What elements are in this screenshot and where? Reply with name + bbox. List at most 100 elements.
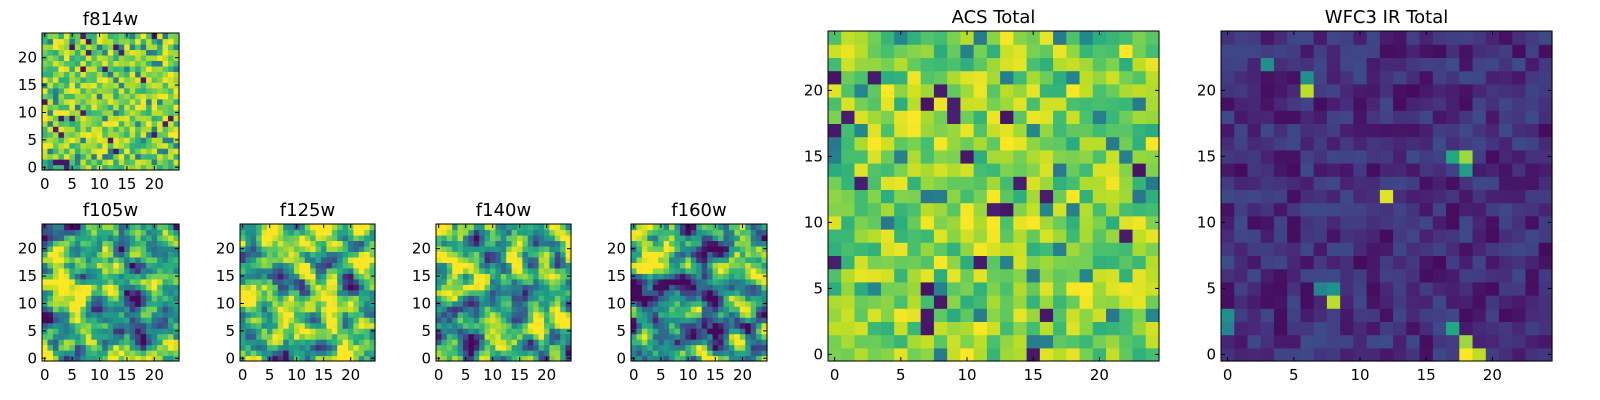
heatmap-cell (47, 115, 54, 122)
heatmap-cell (168, 120, 175, 127)
heatmap-cell (102, 229, 109, 236)
heatmap-cell (685, 256, 692, 263)
heatmap-cell (1485, 229, 1500, 243)
x-tick-label: 15 (117, 175, 136, 193)
heatmap-cell (973, 334, 988, 349)
heatmap-cell (102, 306, 109, 313)
heatmap-cell (1234, 202, 1249, 217)
heatmap-cell (495, 229, 502, 236)
heatmap-cell (342, 251, 349, 258)
heatmap-cell (256, 311, 263, 318)
heatmap-cell (1132, 229, 1147, 243)
heatmap-cell (986, 308, 1001, 322)
heatmap-cell (157, 317, 164, 324)
heatmap-cell (1221, 176, 1235, 190)
heatmap-cell (533, 306, 540, 313)
heatmap-cell (326, 350, 333, 357)
heatmap-cell (533, 322, 540, 329)
heatmap-cell (1366, 70, 1381, 85)
heatmap-cell (63, 289, 70, 296)
heatmap-cell (1538, 70, 1553, 85)
heatmap-cell (1485, 176, 1500, 190)
heatmap-cell (337, 311, 344, 318)
heatmap-cell (1053, 176, 1067, 190)
heatmap-cell (1000, 110, 1014, 124)
heatmap-cell (1419, 123, 1434, 138)
heatmap-cell (118, 109, 125, 116)
heatmap-cell (511, 300, 518, 307)
heatmap-cell (102, 142, 109, 149)
heatmap-cell (337, 234, 344, 242)
heatmap-cell (1026, 255, 1041, 270)
heatmap-cell (52, 142, 60, 149)
heatmap-cell (728, 300, 735, 307)
heatmap-cell (1273, 295, 1288, 309)
heatmap-cell (118, 245, 125, 252)
heatmap-cell (74, 273, 81, 280)
heatmap-cell (1079, 136, 1094, 151)
heatmap-cell (734, 317, 741, 324)
heatmap-cell (696, 300, 703, 307)
heatmap-cell (129, 87, 136, 94)
heatmap-cell (1132, 136, 1147, 151)
heatmap-cell (102, 273, 109, 280)
heatmap-cell (1379, 215, 1394, 230)
heatmap-cell (47, 126, 54, 133)
heatmap-cell (1234, 281, 1249, 296)
heatmap-cell (310, 256, 317, 263)
heatmap-cell (647, 245, 654, 252)
heatmap-cell (299, 256, 306, 263)
heatmap-cell (1525, 163, 1540, 177)
heatmap-cell (446, 339, 453, 346)
heatmap-cell (321, 245, 327, 252)
heatmap-cell (446, 256, 453, 263)
heatmap-cell (294, 306, 300, 313)
heatmap-cell (538, 251, 545, 258)
heatmap-cell (113, 267, 120, 274)
heatmap-cell (457, 355, 464, 362)
heatmap-cell (479, 224, 486, 231)
heatmap-cell (554, 262, 561, 269)
heatmap-cell (146, 339, 153, 346)
heatmap-cell (1313, 202, 1328, 217)
heatmap-cell (96, 93, 103, 100)
heatmap-cell (867, 215, 882, 230)
heatmap-cell (250, 306, 257, 313)
heatmap-cell (517, 278, 523, 285)
heatmap-cell (342, 273, 349, 280)
heatmap-cell (973, 347, 988, 362)
heatmap-cell (118, 295, 125, 302)
heatmap-cell (80, 317, 87, 324)
heatmap-cell (140, 71, 147, 78)
y-tick-label: 15 (18, 267, 37, 285)
heatmap-cell (506, 224, 513, 231)
heatmap-cell (69, 82, 76, 89)
heatmap-cell (854, 44, 869, 58)
heatmap-cell (867, 242, 882, 256)
heatmap-cell (1026, 31, 1041, 45)
heatmap-cell (1313, 334, 1328, 349)
heatmap-cell (554, 234, 561, 242)
heatmap-cell (658, 295, 665, 302)
heatmap-cell (1145, 123, 1160, 138)
heatmap-cell (549, 251, 556, 258)
heatmap-cell (527, 229, 534, 236)
heatmap-cell (1053, 347, 1067, 362)
heatmap-cell (712, 333, 719, 340)
heatmap-cell (91, 87, 98, 94)
heatmap-cell (538, 278, 545, 285)
heatmap-cell (701, 278, 708, 285)
heatmap-cell (1092, 70, 1107, 85)
heatmap-cell (1353, 97, 1368, 111)
heatmap-cell (96, 300, 103, 307)
heatmap-cell (947, 83, 961, 98)
heatmap-cell (42, 148, 49, 155)
heatmap-cell (933, 321, 948, 336)
heatmap-cell (91, 49, 98, 56)
heatmap-cell (522, 328, 529, 335)
heatmap-cell (74, 65, 81, 72)
heatmap-cell (124, 240, 131, 247)
heatmap-cell (756, 278, 763, 285)
heatmap-cell (490, 262, 496, 269)
heatmap-cell (1419, 255, 1434, 270)
